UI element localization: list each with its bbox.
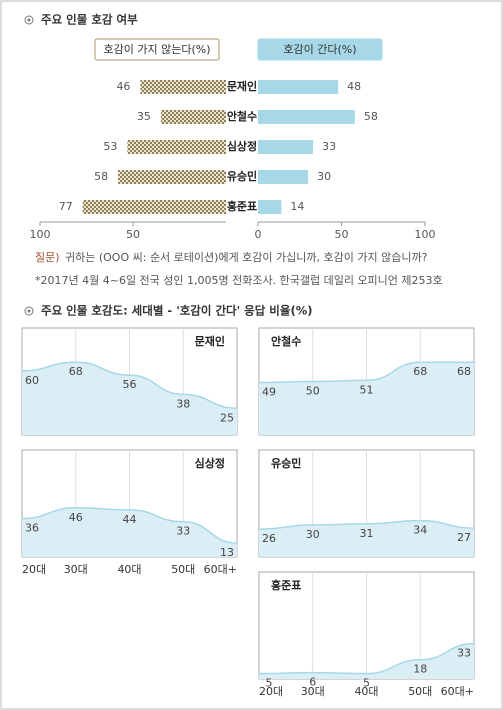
value-label: 53 (103, 140, 117, 153)
value-label: 6 (309, 676, 316, 689)
value-label: 36 (25, 521, 39, 534)
value-label: 56 (123, 378, 137, 391)
icon (24, 15, 34, 25)
value-label: 5 (266, 677, 273, 690)
value-label: 50 (306, 385, 320, 398)
value-label: 33 (322, 140, 336, 153)
line (258, 642, 475, 675)
legend-box (257, 38, 383, 61)
panel-name: 심상정 (195, 456, 225, 470)
section-title: 주요 인물 호감 여부 (41, 13, 138, 27)
legend-label: 호감이 간다(%) (283, 43, 356, 56)
value-label: 13 (220, 546, 234, 559)
x-tick-label: 50 (126, 228, 140, 241)
value-label: 60 (25, 374, 39, 387)
icon (27, 18, 31, 22)
value-label: 18 (413, 663, 427, 676)
value-label: 30 (306, 528, 320, 541)
value-label: 26 (262, 532, 276, 545)
category-label: 문재인 (227, 79, 257, 93)
value-label: 49 (262, 386, 276, 399)
value-label: 34 (413, 524, 427, 537)
x-tick-label: 20대 (22, 563, 46, 576)
category-label: 심상정 (227, 139, 257, 153)
x-tick-label: 40대 (117, 563, 141, 576)
bar (258, 80, 339, 94)
value-label: 5 (363, 677, 370, 690)
bar (258, 170, 309, 184)
line (21, 361, 238, 409)
value-label: 48 (347, 80, 361, 93)
category-label: 유승민 (227, 169, 257, 183)
x-tick-label: 40대 (354, 685, 378, 698)
x-tick-label: 100 (30, 228, 51, 241)
bar (140, 80, 226, 94)
value-label: 58 (94, 170, 108, 183)
x-tick-label: 30대 (301, 685, 325, 698)
area (22, 362, 237, 435)
question: 귀하는 (OOO 씨: 순서 로테이션)에게 호감이 가십니까, 호감이 가지 … (65, 250, 428, 264)
value-label: 38 (176, 397, 190, 410)
area (259, 362, 474, 435)
icon (27, 309, 31, 313)
value-label: 68 (457, 365, 471, 378)
value-label: 25 (220, 411, 234, 424)
value-label: 46 (69, 511, 83, 524)
legend-label: 호감이 가지 않는다(%) (104, 43, 211, 56)
value-label: 77 (59, 200, 73, 213)
value-label: 44 (123, 513, 137, 526)
bar (258, 200, 282, 214)
x-tick-label: 50대 (408, 685, 432, 698)
panel-name: 문재인 (195, 334, 225, 348)
x-tick-label: 30대 (64, 563, 88, 576)
value-label: 58 (364, 110, 378, 123)
bar (127, 140, 226, 154)
x-tick-label: 20대 (259, 685, 283, 698)
section-title: 주요 인물 호감도: 세대별 - '호감이 간다' 응답 비율(%) (41, 304, 313, 318)
value-label: 27 (457, 531, 471, 544)
x-tick-label: 60대+ (441, 685, 474, 698)
line (258, 361, 474, 384)
icon (24, 306, 34, 316)
bar (160, 110, 226, 124)
x-tick-label: 100 (415, 228, 436, 241)
line (21, 507, 238, 544)
value-label: 46 (116, 80, 130, 93)
value-label: 51 (360, 383, 374, 396)
value-label: 33 (457, 647, 471, 660)
x-tick-label: 60대+ (204, 563, 237, 576)
category-label: 안철수 (227, 109, 257, 123)
panel-name: 홍준표 (271, 578, 301, 592)
bar (118, 170, 226, 184)
value-label: 35 (137, 110, 151, 123)
bar (258, 110, 355, 124)
value-label: 68 (69, 365, 83, 378)
bar (82, 200, 226, 214)
x-tick-label: 50 (335, 228, 349, 241)
value-label: 68 (413, 365, 427, 378)
x-tick-label: 0 (255, 228, 262, 241)
area (22, 507, 237, 557)
area (259, 643, 474, 679)
line (258, 519, 475, 530)
panel-name: 안철수 (271, 334, 301, 348)
value-label: 14 (290, 200, 304, 213)
value-label: 33 (176, 525, 190, 538)
bar (258, 140, 314, 154)
value-label: 30 (317, 170, 331, 183)
panel-name: 유승민 (271, 456, 301, 470)
value-label: 31 (360, 527, 374, 540)
footnote: *2017년 4월 4~6일 전국 성인 1,005명 전화조사. 한국갤럽 데… (35, 273, 443, 287)
area (259, 520, 474, 557)
category-label: 홍준표 (227, 199, 257, 213)
question-label: 질문) (35, 251, 60, 264)
x-tick-label: 50대 (171, 563, 195, 576)
legend-box (94, 38, 220, 61)
